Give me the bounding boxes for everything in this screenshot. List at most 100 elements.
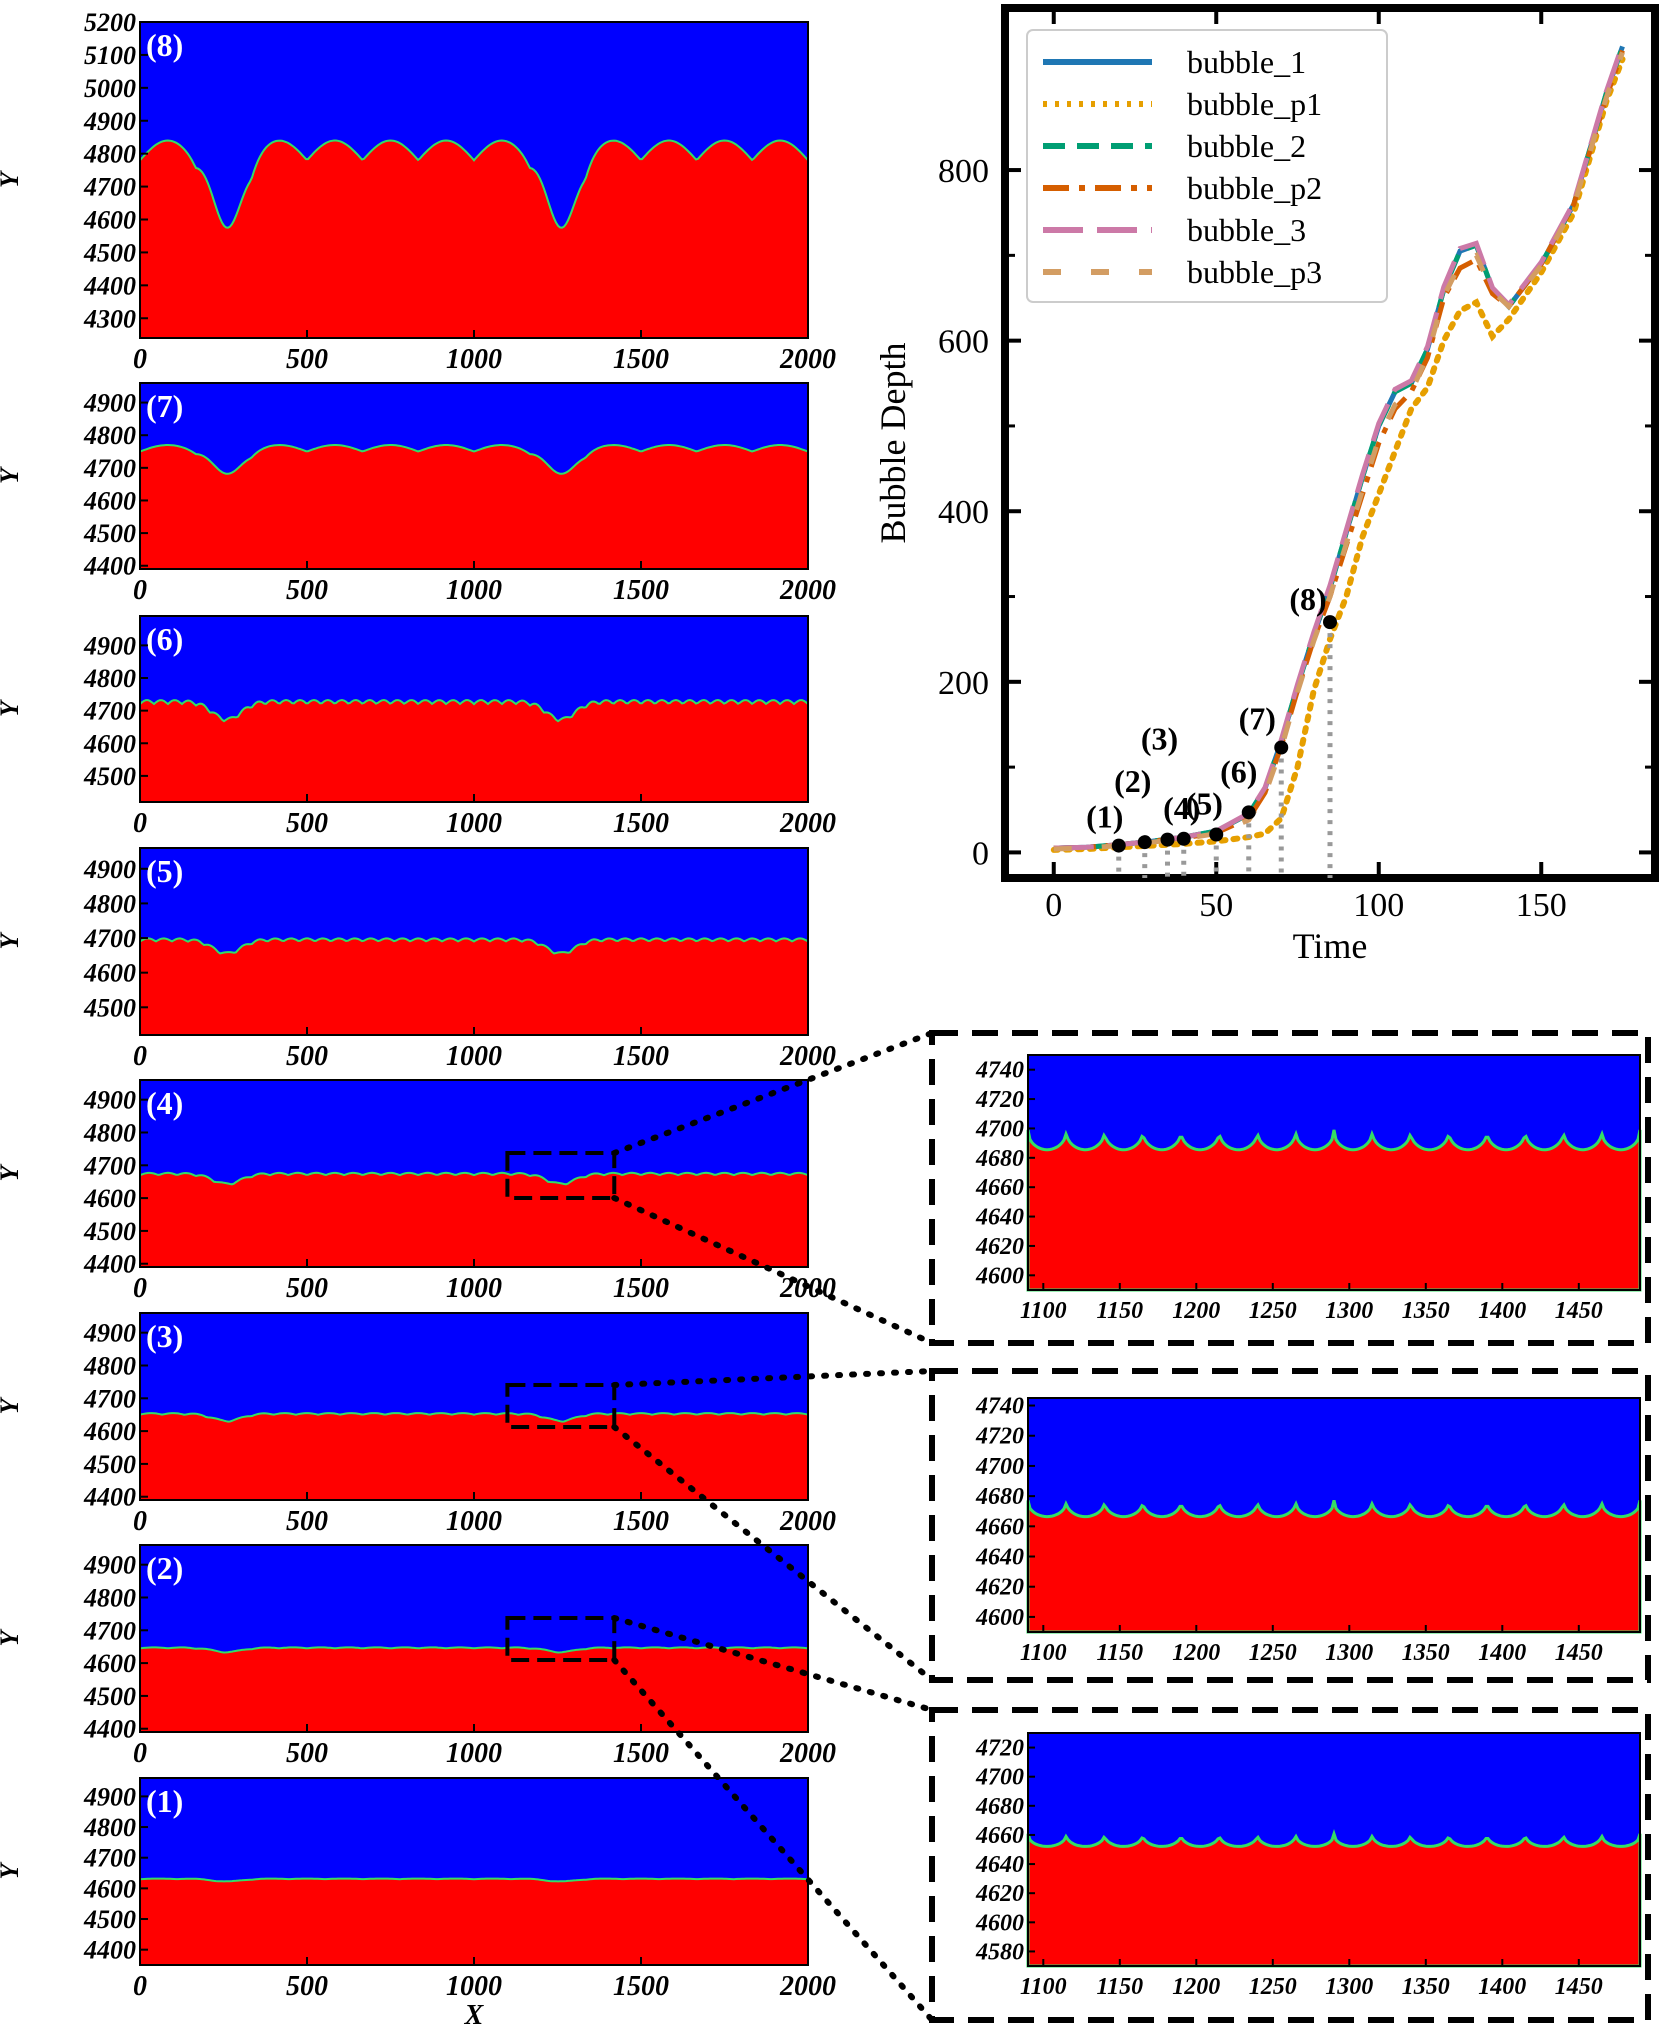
y-axis-label: Y: [0, 931, 24, 949]
x-tick-label: 1350: [1402, 1974, 1450, 2000]
x-tick-label: 1450: [1555, 1298, 1603, 1324]
y-tick-label: 4800: [83, 1813, 136, 1842]
x-axis-label: Time: [1293, 926, 1368, 966]
x-tick-label: 0: [133, 1506, 147, 1537]
y-tick-label: 4660: [975, 1823, 1024, 1849]
y-tick-label: 4600: [975, 1263, 1024, 1289]
marker-label: (5): [1186, 786, 1223, 822]
y-tick-label: 4740: [975, 1394, 1024, 1420]
series-line-bubble_p3: [1053, 51, 1625, 852]
x-tick-label: 500: [286, 1971, 328, 2002]
marker-label: (2): [1114, 763, 1151, 799]
marker-label: (6): [1220, 753, 1257, 789]
y-tick-label: 4800: [83, 1351, 136, 1380]
marker-point: [1176, 831, 1191, 846]
x-tick-label: 1500: [613, 1041, 669, 1072]
y-tick-label: 4660: [975, 1175, 1024, 1201]
x-tick-label: 1150: [1096, 1298, 1143, 1324]
x-tick-label: 500: [286, 575, 328, 606]
x-tick-label: 2000: [779, 1738, 836, 1769]
panel-lower-fluid: [139, 1412, 809, 1501]
zoom-connector: [611, 1657, 935, 2023]
x-tick-label: 500: [286, 344, 328, 375]
panel-lower-fluid: [139, 1171, 809, 1268]
x-tick-label: 1450: [1555, 1640, 1603, 1666]
panel-lower-fluid: [139, 937, 809, 1036]
y-tick-label: 4900: [83, 631, 136, 660]
y-tick-label: 4900: [83, 107, 136, 136]
x-tick-label: 2000: [779, 575, 836, 606]
legend-label-bubble_2: bubble_2: [1187, 128, 1306, 164]
y-axis-label: Y: [0, 1628, 24, 1646]
legend-box: [1026, 29, 1388, 303]
zoom-source-box: [505, 1616, 617, 1662]
x-tick-label: 1500: [613, 1506, 669, 1537]
zoom-plot-frame: [1027, 1054, 1641, 1291]
x-tick-label: 2000: [779, 1041, 836, 1072]
x-tick-label: 1500: [613, 808, 669, 839]
y-axis-label: Bubble Depth: [873, 343, 913, 544]
y-tick-label: 4400: [83, 1715, 136, 1744]
x-tick-label: 0: [133, 1273, 147, 1304]
x-tick-label: 1400: [1478, 1974, 1526, 2000]
y-tick-label: 4500: [83, 1905, 136, 1934]
zoom-connector: [611, 1030, 935, 1156]
x-tick-label: 50: [1199, 887, 1233, 924]
y-tick-label: 200: [938, 665, 989, 702]
x-tick-label: 1000: [446, 1971, 502, 2002]
y-tick-label: 4600: [83, 1417, 136, 1446]
x-tick-label: 1500: [613, 1971, 669, 2002]
marker-label: (4): [1163, 790, 1200, 826]
x-tick-label: 1500: [613, 1738, 669, 1769]
y-tick-label: 4400: [83, 1936, 136, 1965]
panel-lower-fluid: [139, 443, 809, 570]
x-tick-label: 2000: [779, 344, 836, 375]
snapshot-panels: (8)4300440045004600470048004900500051005…: [0, 8, 836, 2030]
y-tick-label: 4600: [975, 1910, 1024, 1936]
y-tick-label: 4900: [83, 1551, 136, 1580]
y-tick-label: 4500: [83, 1450, 136, 1479]
legend-label-bubble_p3: bubble_p3: [1187, 254, 1322, 290]
y-tick-label: 4500: [83, 762, 136, 791]
zoom-connector: [611, 1615, 935, 1713]
bubble-depth-chart: 0 50 100 150 0 200 400 600 800 Time Bubble Depth (1…: [873, 4, 1659, 966]
y-tick-label: 4400: [83, 1483, 136, 1512]
y-tick-label: 4600: [83, 1184, 136, 1213]
y-tick-label: 4640: [975, 1545, 1024, 1571]
y-tick-label: 4800: [83, 421, 136, 450]
marker-point: [1274, 740, 1289, 755]
zoom-connector: [611, 1368, 935, 1388]
legend-label-bubble_1: bubble_1: [1187, 44, 1306, 80]
y-tick-label: 5200: [84, 8, 136, 37]
panel-label: (8): [146, 27, 183, 63]
y-tick-label: 4600: [975, 1605, 1024, 1631]
legend-label-bubble_3: bubble_3: [1187, 212, 1306, 248]
y-tick-label: 4900: [83, 1319, 136, 1348]
y-tick-label: 4800: [83, 1583, 136, 1612]
x-tick-label: 100: [1353, 887, 1404, 924]
y-tick-label: 4660: [975, 1514, 1024, 1540]
x-tick-label: 1100: [1020, 1974, 1067, 2000]
x-tick-label: 0: [133, 1738, 147, 1769]
zoom-plot-frame: [1027, 1732, 1641, 1967]
zoom-source-box: [505, 1383, 617, 1429]
zoom-frame: [929, 1707, 1651, 2023]
y-tick-label: 4700: [83, 697, 136, 726]
y-tick-label: 4600: [83, 206, 136, 235]
x-tick-label: 500: [286, 1738, 328, 1769]
zoom-panels: 4600 4620 4640 4660 4680 4700 4720 4740 1100 1150…: [505, 1030, 1651, 2023]
x-tick-label: 500: [286, 1041, 328, 1072]
x-tick-label: 1000: [446, 808, 502, 839]
x-tick-label: 1000: [446, 575, 502, 606]
panel-label: (5): [146, 853, 183, 889]
zoom-lower-fluid: [1026, 1828, 1642, 1968]
y-tick-label: 4800: [83, 140, 136, 169]
y-tick-label: 4700: [83, 924, 136, 953]
marker-label: (3): [1141, 721, 1178, 757]
x-tick-label: 1250: [1249, 1640, 1297, 1666]
x-tick-label: 1000: [446, 1273, 502, 1304]
y-axis-label: Y: [0, 1163, 24, 1181]
zoom-frame: [929, 1030, 1651, 1346]
x-tick-label: 1400: [1478, 1640, 1526, 1666]
panel-label: (4): [146, 1085, 183, 1121]
